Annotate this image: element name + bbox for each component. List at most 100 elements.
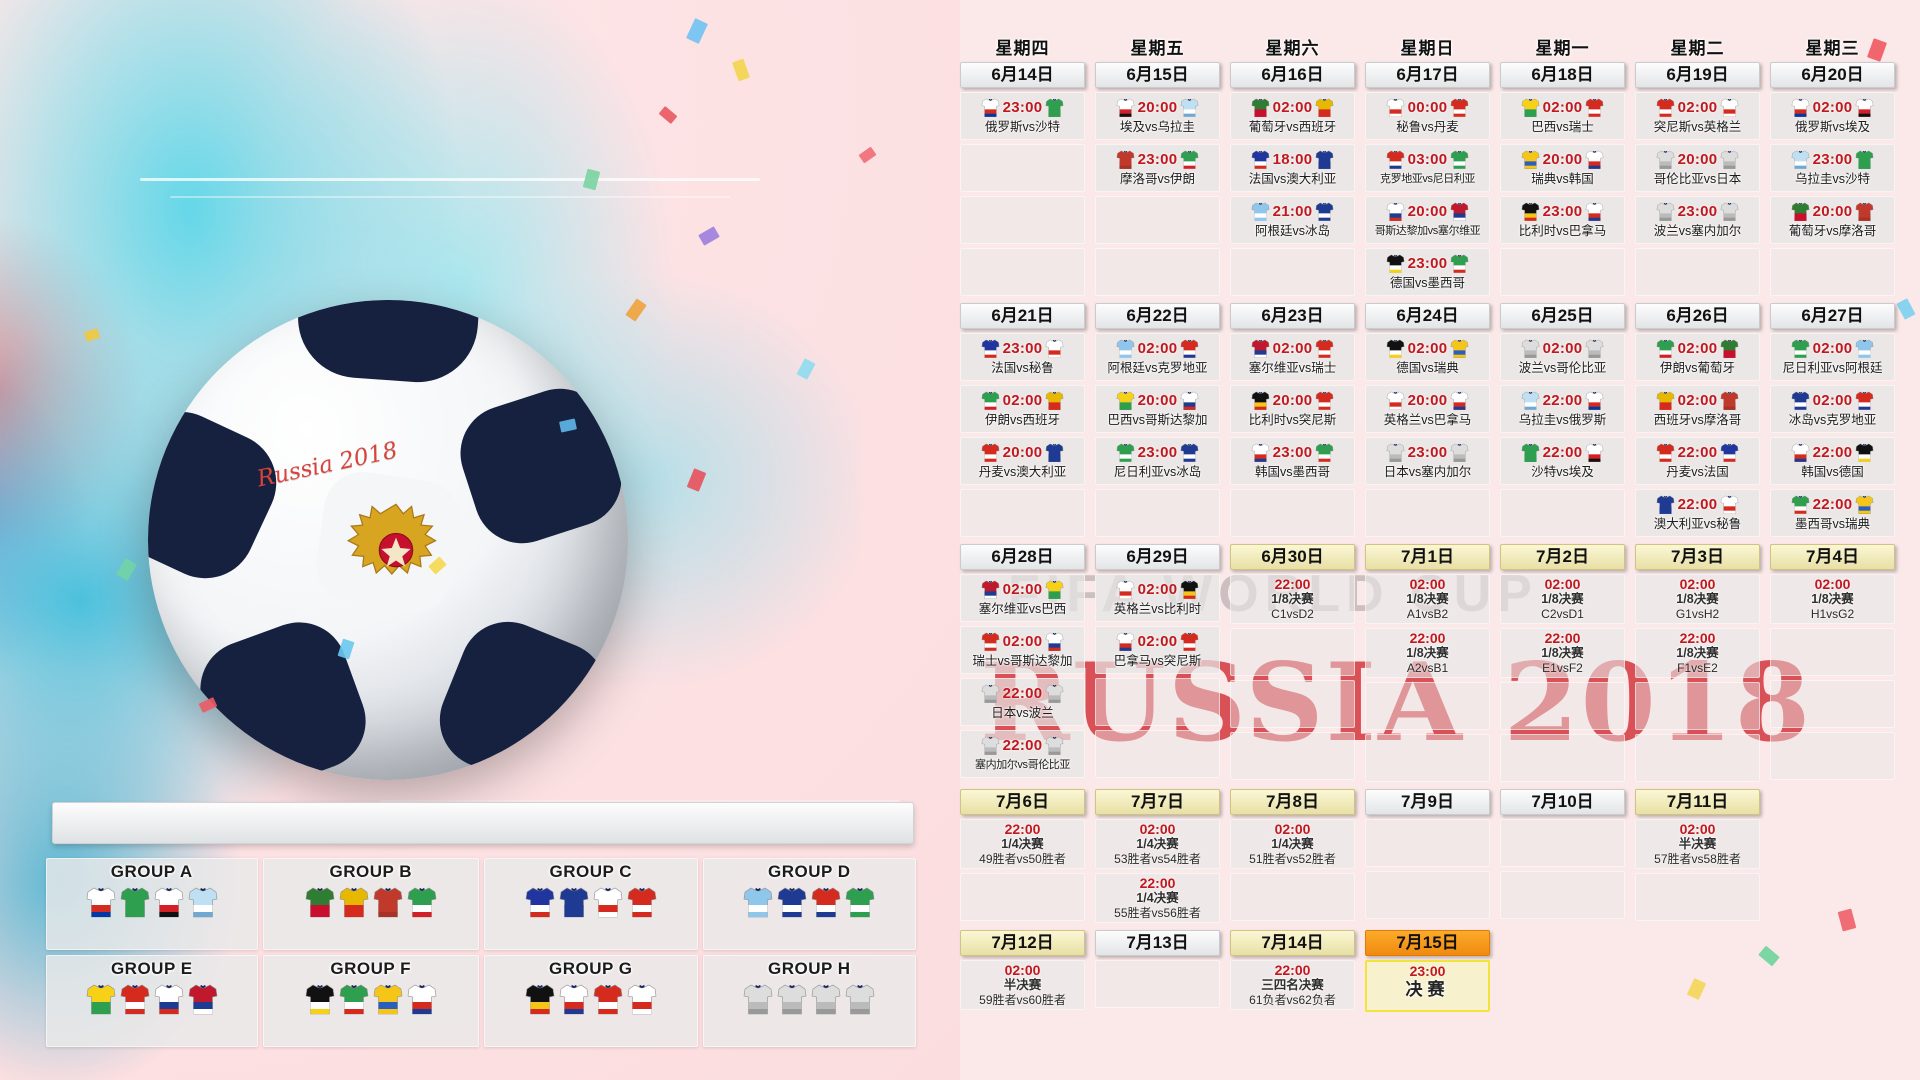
day-date[interactable]: 6月16日: [1230, 62, 1355, 88]
day-date[interactable]: 7月12日: [960, 930, 1085, 956]
group-card-c[interactable]: GROUP C: [484, 858, 698, 950]
match-card[interactable]: 23:00 法国vs秘鲁: [960, 333, 1085, 381]
day-date[interactable]: 6月21日: [960, 303, 1085, 329]
match-card[interactable]: 02:00 巴西vs瑞士: [1500, 92, 1625, 140]
match-card[interactable]: 20:00 比利时vs突尼斯: [1230, 385, 1355, 433]
match-card[interactable]: 02:00 塞尔维亚vs瑞士: [1230, 333, 1355, 381]
day-date[interactable]: 7月10日: [1500, 789, 1625, 815]
match-card[interactable]: 20:00 瑞典vs韩国: [1500, 144, 1625, 192]
match-card[interactable]: 22:00 塞内加尔vs哥伦比亚: [960, 730, 1085, 778]
match-card[interactable]: 23:00 比利时vs巴拿马: [1500, 196, 1625, 244]
match-card[interactable]: 02:00 阿根廷vs克罗地亚: [1095, 333, 1220, 381]
day-date[interactable]: 7月4日: [1770, 544, 1895, 570]
match-card[interactable]: 02:00 葡萄牙vs西班牙: [1230, 92, 1355, 140]
group-card-b[interactable]: GROUP B: [262, 858, 479, 950]
match-card[interactable]: 23:00 尼日利亚vs冰岛: [1095, 437, 1220, 485]
knockout-card[interactable]: 22:00 1/8决赛 E1vsF2: [1500, 628, 1625, 678]
knockout-card[interactable]: 02:00 1/8决赛 G1vsH2: [1635, 574, 1760, 624]
day-date[interactable]: 6月15日: [1095, 62, 1220, 88]
match-card[interactable]: 03:00 克罗地亚vs尼日利亚: [1365, 144, 1490, 192]
day-date[interactable]: 6月24日: [1365, 303, 1490, 329]
day-date[interactable]: 6月25日: [1500, 303, 1625, 329]
match-card[interactable]: 23:00 德国vs墨西哥: [1365, 248, 1490, 296]
match-card[interactable]: 02:00 巴拿马vs突尼斯: [1095, 626, 1220, 674]
match-card[interactable]: 02:00 伊朗vs西班牙: [960, 385, 1085, 433]
match-card[interactable]: 20:00 埃及vs乌拉圭: [1095, 92, 1220, 140]
match-card[interactable]: 02:00 突尼斯vs英格兰: [1635, 92, 1760, 140]
day-date[interactable]: 7月15日: [1365, 930, 1490, 956]
knockout-card[interactable]: 22:00 1/4决赛 49胜者vs50胜者: [960, 819, 1085, 869]
match-card[interactable]: 18:00 法国vs澳大利亚: [1230, 144, 1355, 192]
match-card[interactable]: 02:00 塞尔维亚vs巴西: [960, 574, 1085, 622]
day-date[interactable]: 6月28日: [960, 544, 1085, 570]
match-card[interactable]: 22:00 丹麦vs法国: [1635, 437, 1760, 485]
knockout-card[interactable]: 22:00 1/8决赛 A2vsB1: [1365, 628, 1490, 678]
match-card[interactable]: 22:00 澳大利亚vs秘鲁: [1635, 489, 1760, 537]
day-date[interactable]: 6月20日: [1770, 62, 1895, 88]
day-date[interactable]: 7月6日: [960, 789, 1085, 815]
match-card[interactable]: 02:00 伊朗vs葡萄牙: [1635, 333, 1760, 381]
group-card-h[interactable]: GROUP H: [702, 955, 916, 1047]
group-card-e[interactable]: GROUP E: [46, 955, 258, 1047]
match-card[interactable]: 23:00 波兰vs塞内加尔: [1635, 196, 1760, 244]
match-card[interactable]: 02:00 英格兰vs比利时: [1095, 574, 1220, 622]
day-date[interactable]: 7月2日: [1500, 544, 1625, 570]
day-date[interactable]: 6月30日: [1230, 544, 1355, 570]
day-date[interactable]: 7月8日: [1230, 789, 1355, 815]
day-date[interactable]: 6月22日: [1095, 303, 1220, 329]
match-card[interactable]: 02:00 德国vs瑞典: [1365, 333, 1490, 381]
match-card[interactable]: 02:00 俄罗斯vs埃及: [1770, 92, 1895, 140]
day-date[interactable]: 7月3日: [1635, 544, 1760, 570]
match-card[interactable]: 22:00 日本vs波兰: [960, 678, 1085, 726]
knockout-card[interactable]: 02:00 半决赛 57胜者vs58胜者: [1635, 819, 1760, 869]
day-date[interactable]: 6月14日: [960, 62, 1085, 88]
match-card[interactable]: 22:00 沙特vs埃及: [1500, 437, 1625, 485]
match-card[interactable]: 20:00 丹麦vs澳大利亚: [960, 437, 1085, 485]
knockout-card[interactable]: 02:00 1/4决赛 51胜者vs52胜者: [1230, 819, 1355, 869]
match-card[interactable]: 02:00 西班牙vs摩洛哥: [1635, 385, 1760, 433]
day-date[interactable]: 6月17日: [1365, 62, 1490, 88]
group-card-a[interactable]: GROUP A: [46, 858, 258, 950]
day-date[interactable]: 7月9日: [1365, 789, 1490, 815]
match-card[interactable]: 21:00 阿根廷vs冰岛: [1230, 196, 1355, 244]
match-card[interactable]: 22:00 乌拉圭vs俄罗斯: [1500, 385, 1625, 433]
knockout-card[interactable]: 22:00 1/4决赛 55胜者vs56胜者: [1095, 873, 1220, 923]
day-date[interactable]: 6月27日: [1770, 303, 1895, 329]
group-card-f[interactable]: GROUP F: [262, 955, 479, 1047]
day-date[interactable]: 7月13日: [1095, 930, 1220, 956]
match-card[interactable]: 20:00 巴西vs哥斯达黎加: [1095, 385, 1220, 433]
match-card[interactable]: 20:00 哥伦比亚vs日本: [1635, 144, 1760, 192]
day-date[interactable]: 7月11日: [1635, 789, 1760, 815]
knockout-card[interactable]: 02:00 1/8决赛 A1vsB2: [1365, 574, 1490, 624]
match-card[interactable]: 20:00 英格兰vs巴拿马: [1365, 385, 1490, 433]
match-card[interactable]: 02:00 波兰vs哥伦比亚: [1500, 333, 1625, 381]
match-card[interactable]: 20:00 葡萄牙vs摩洛哥: [1770, 196, 1895, 244]
match-card[interactable]: 02:00 冰岛vs克罗地亚: [1770, 385, 1895, 433]
match-card[interactable]: 02:00 尼日利亚vs阿根廷: [1770, 333, 1895, 381]
knockout-card[interactable]: 02:00 1/8决赛 H1vsG2: [1770, 574, 1895, 624]
final-card[interactable]: 23:00 决赛: [1365, 960, 1490, 1012]
knockout-card[interactable]: 02:00 1/4决赛 53胜者vs54胜者: [1095, 819, 1220, 869]
day-date[interactable]: 6月29日: [1095, 544, 1220, 570]
day-date[interactable]: 6月23日: [1230, 303, 1355, 329]
match-card[interactable]: 22:00 墨西哥vs瑞典: [1770, 489, 1895, 537]
group-card-d[interactable]: GROUP D: [702, 858, 916, 950]
match-card[interactable]: 23:00 摩洛哥vs伊朗: [1095, 144, 1220, 192]
day-date[interactable]: 6月26日: [1635, 303, 1760, 329]
knockout-card[interactable]: 22:00 1/8决赛 F1vsE2: [1635, 628, 1760, 678]
match-card[interactable]: 23:00 俄罗斯vs沙特: [960, 92, 1085, 140]
day-date[interactable]: 7月7日: [1095, 789, 1220, 815]
knockout-card[interactable]: 02:00 1/8决赛 C2vsD1: [1500, 574, 1625, 624]
group-card-g[interactable]: GROUP G: [484, 955, 698, 1047]
knockout-card[interactable]: 22:00 1/8决赛 C1vsD2: [1230, 574, 1355, 624]
knockout-card[interactable]: 22:00 三四名决赛 61负者vs62负者: [1230, 960, 1355, 1010]
match-card[interactable]: 00:00 秘鲁vs丹麦: [1365, 92, 1490, 140]
day-date[interactable]: 7月14日: [1230, 930, 1355, 956]
knockout-card[interactable]: 02:00 半决赛 59胜者vs60胜者: [960, 960, 1085, 1010]
match-card[interactable]: 20:00 哥斯达黎加vs塞尔维亚: [1365, 196, 1490, 244]
match-card[interactable]: 02:00 瑞士vs哥斯达黎加: [960, 626, 1085, 674]
day-date[interactable]: 6月18日: [1500, 62, 1625, 88]
day-date[interactable]: 7月1日: [1365, 544, 1490, 570]
match-card[interactable]: 23:00 日本vs塞内加尔: [1365, 437, 1490, 485]
match-card[interactable]: 23:00 韩国vs墨西哥: [1230, 437, 1355, 485]
